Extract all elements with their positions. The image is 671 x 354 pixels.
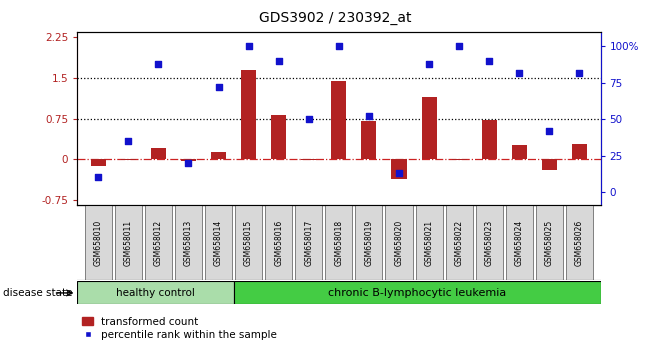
Point (423, 61, 434, 67)
Bar (115, 205, 142, 280)
Bar (421, 97, 437, 159)
Point (303, 116, 314, 122)
Text: disease state: disease state (3, 288, 73, 298)
Bar (145, 205, 172, 280)
Bar (205, 205, 232, 280)
Bar (506, 205, 533, 280)
Bar (415, 205, 443, 280)
Bar (482, 120, 497, 159)
Bar (235, 205, 262, 280)
Bar (211, 152, 226, 159)
Bar (121, 159, 136, 160)
Bar (452, 159, 467, 160)
Text: GSM658010: GSM658010 (94, 219, 103, 266)
Point (394, 170, 405, 176)
Point (244, 44, 254, 49)
Bar (536, 205, 563, 280)
Bar (572, 144, 587, 159)
Text: GSM658011: GSM658011 (124, 219, 133, 266)
Text: GSM658025: GSM658025 (545, 219, 554, 266)
Text: GSM658014: GSM658014 (214, 219, 223, 266)
Text: GSM658012: GSM658012 (154, 219, 163, 266)
Bar (181, 159, 196, 161)
Legend: transformed count, percentile rank within the sample: transformed count, percentile rank withi… (83, 317, 277, 340)
Bar (391, 159, 407, 179)
Bar (301, 159, 316, 160)
Bar (331, 81, 346, 159)
Bar (362, 121, 376, 159)
Text: GSM658016: GSM658016 (274, 219, 283, 266)
Bar (295, 205, 322, 280)
Text: GSM658013: GSM658013 (184, 219, 193, 266)
Point (213, 84, 224, 90)
Bar (271, 115, 287, 159)
Bar (234, 281, 601, 304)
Text: GSM658021: GSM658021 (425, 219, 433, 266)
Point (544, 128, 555, 134)
Bar (91, 159, 106, 166)
Bar (77, 281, 234, 304)
Text: GSM658018: GSM658018 (334, 219, 344, 266)
Text: chronic B-lymphocytic leukemia: chronic B-lymphocytic leukemia (328, 288, 506, 298)
Bar (241, 70, 256, 159)
Bar (566, 205, 593, 280)
Text: GSM658026: GSM658026 (575, 219, 584, 266)
Point (574, 70, 585, 75)
Bar (175, 205, 202, 280)
Text: GSM658020: GSM658020 (395, 219, 403, 266)
Text: GSM658024: GSM658024 (515, 219, 524, 266)
Bar (512, 144, 527, 159)
Bar (151, 148, 166, 159)
Bar (356, 205, 382, 280)
Bar (325, 205, 352, 280)
Point (123, 138, 134, 144)
Bar (542, 159, 557, 170)
Text: GSM658022: GSM658022 (455, 219, 464, 266)
Text: GSM658017: GSM658017 (304, 219, 313, 266)
Bar (446, 205, 472, 280)
Point (454, 44, 464, 49)
Text: GSM658015: GSM658015 (244, 219, 253, 266)
Text: healthy control: healthy control (116, 288, 195, 298)
Point (183, 160, 194, 166)
Point (514, 70, 525, 75)
Text: GSM658019: GSM658019 (364, 219, 374, 266)
Bar (265, 205, 293, 280)
Point (364, 113, 374, 119)
Bar (85, 205, 112, 280)
Bar (385, 205, 413, 280)
Bar (476, 205, 503, 280)
Point (273, 58, 284, 64)
Point (333, 44, 344, 49)
Point (153, 61, 164, 67)
Point (484, 58, 495, 64)
Point (93, 175, 103, 180)
Text: GSM658023: GSM658023 (484, 219, 494, 266)
Text: GDS3902 / 230392_at: GDS3902 / 230392_at (259, 11, 412, 25)
